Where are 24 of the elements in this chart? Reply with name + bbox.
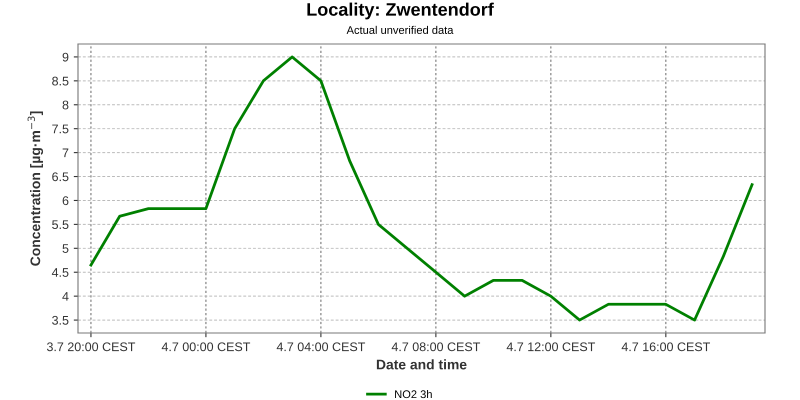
y-tick-label: 4 — [62, 292, 69, 301]
x-tick-label: 4.7 08:00 CEST — [392, 342, 480, 352]
chart-title: Locality: Zwentendorf — [307, 2, 494, 20]
y-tick-label: 5 — [62, 244, 68, 253]
x-tick-label: 4.7 04:00 CEST — [276, 342, 366, 352]
x-tick-label: 4.7 16:00 CEST — [622, 342, 710, 352]
y-tick-label: 8.5 — [52, 76, 68, 86]
legend-label: NO2 3h — [395, 390, 432, 398]
x-tick-label: 4.7 00:00 CEST — [162, 342, 250, 352]
x-tick-label: 4.7 12:00 CEST — [506, 342, 596, 352]
y-tick-label: 7 — [62, 148, 68, 158]
x-tick-label: 3.7 20:00 CEST — [46, 342, 136, 352]
y-tick-label: 4.5 — [52, 268, 68, 277]
line-series — [90, 56, 754, 322]
y-tick-label: 5.5 — [52, 220, 68, 230]
x-axis-title: Date and time — [376, 359, 467, 370]
y-tick-label: 3.5 — [52, 316, 68, 325]
y-tick-label: 6.5 — [52, 172, 68, 182]
y-axis-title: Concentration [µg·m$^{−3}$] — [28, 112, 44, 266]
y-tick-label: 6 — [62, 196, 68, 206]
y-tick-label: 7.5 — [52, 124, 68, 134]
y-tick-label: 8 — [62, 100, 68, 110]
chart-subtitle: Actual unverified data — [346, 26, 454, 34]
y-tick-label: 9 — [62, 52, 68, 62]
